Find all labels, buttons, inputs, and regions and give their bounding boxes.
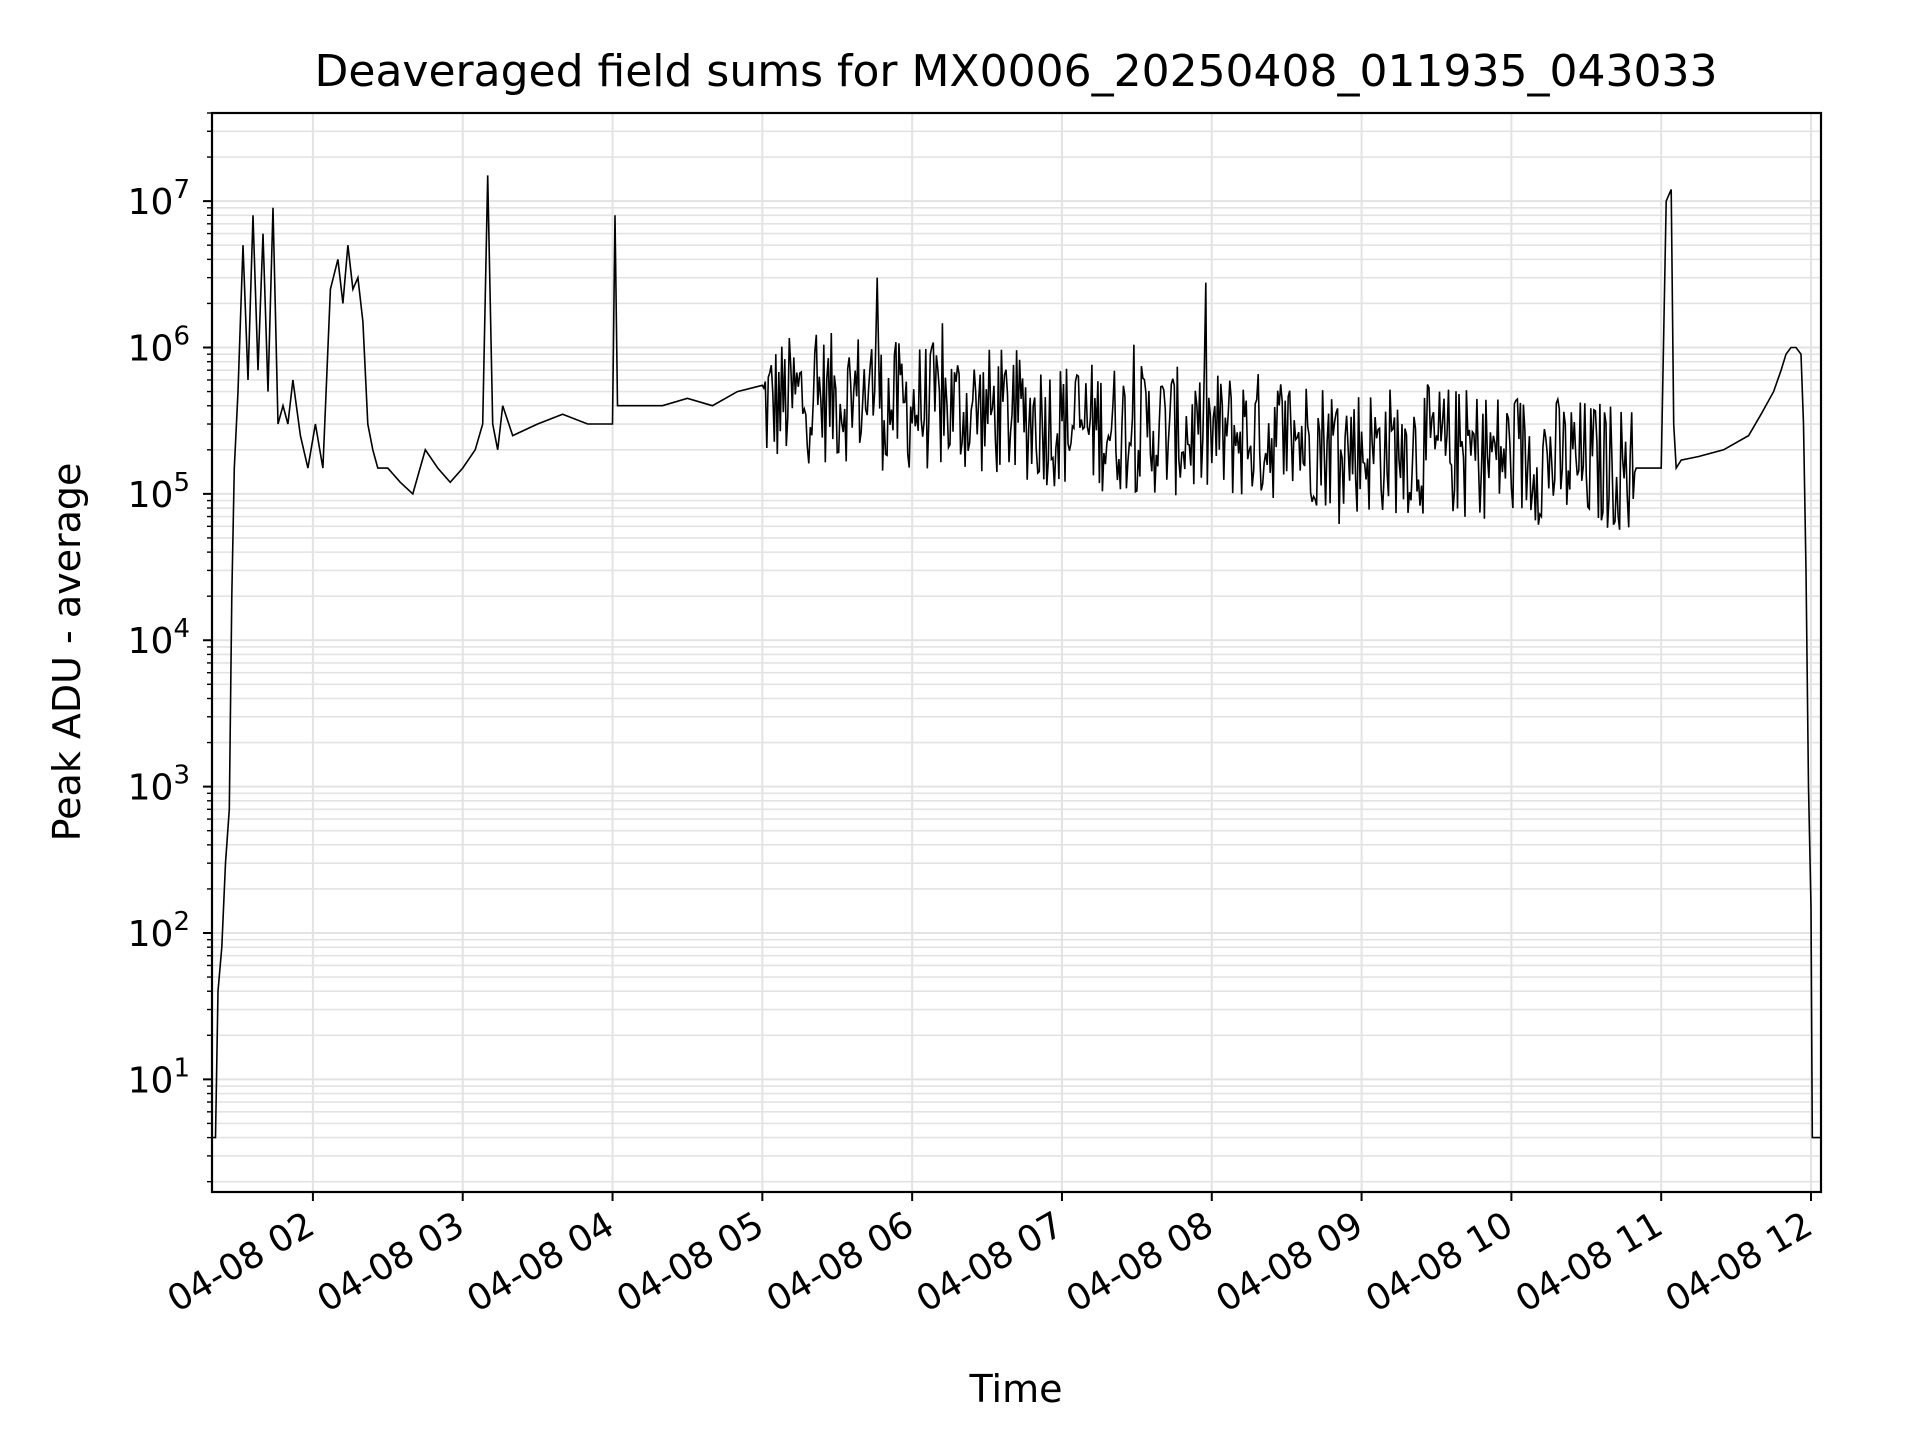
- y-axis-label: Peak ADU - average: [45, 463, 89, 842]
- y-tick-label: 107: [128, 175, 190, 223]
- y-tick-label: 101: [128, 1053, 190, 1101]
- y-tick-label: 105: [128, 468, 190, 516]
- plot-frame: [210, 111, 1823, 1194]
- x-axis-label: Time: [969, 1367, 1063, 1411]
- y-axis: 101 102 103 104 105 106 107: [128, 112, 212, 1183]
- chart-title: Deaveraged field sums for MX0006_2025040…: [315, 46, 1718, 97]
- y-tick-label: 104: [128, 614, 190, 662]
- series-layer: [212, 175, 1821, 1139]
- series-line: [212, 175, 1821, 1139]
- y-tick-label: 106: [128, 321, 190, 369]
- y-tick-label: 102: [128, 907, 190, 955]
- grid-lines: [212, 112, 1821, 1192]
- y-tick-label: 103: [128, 761, 190, 809]
